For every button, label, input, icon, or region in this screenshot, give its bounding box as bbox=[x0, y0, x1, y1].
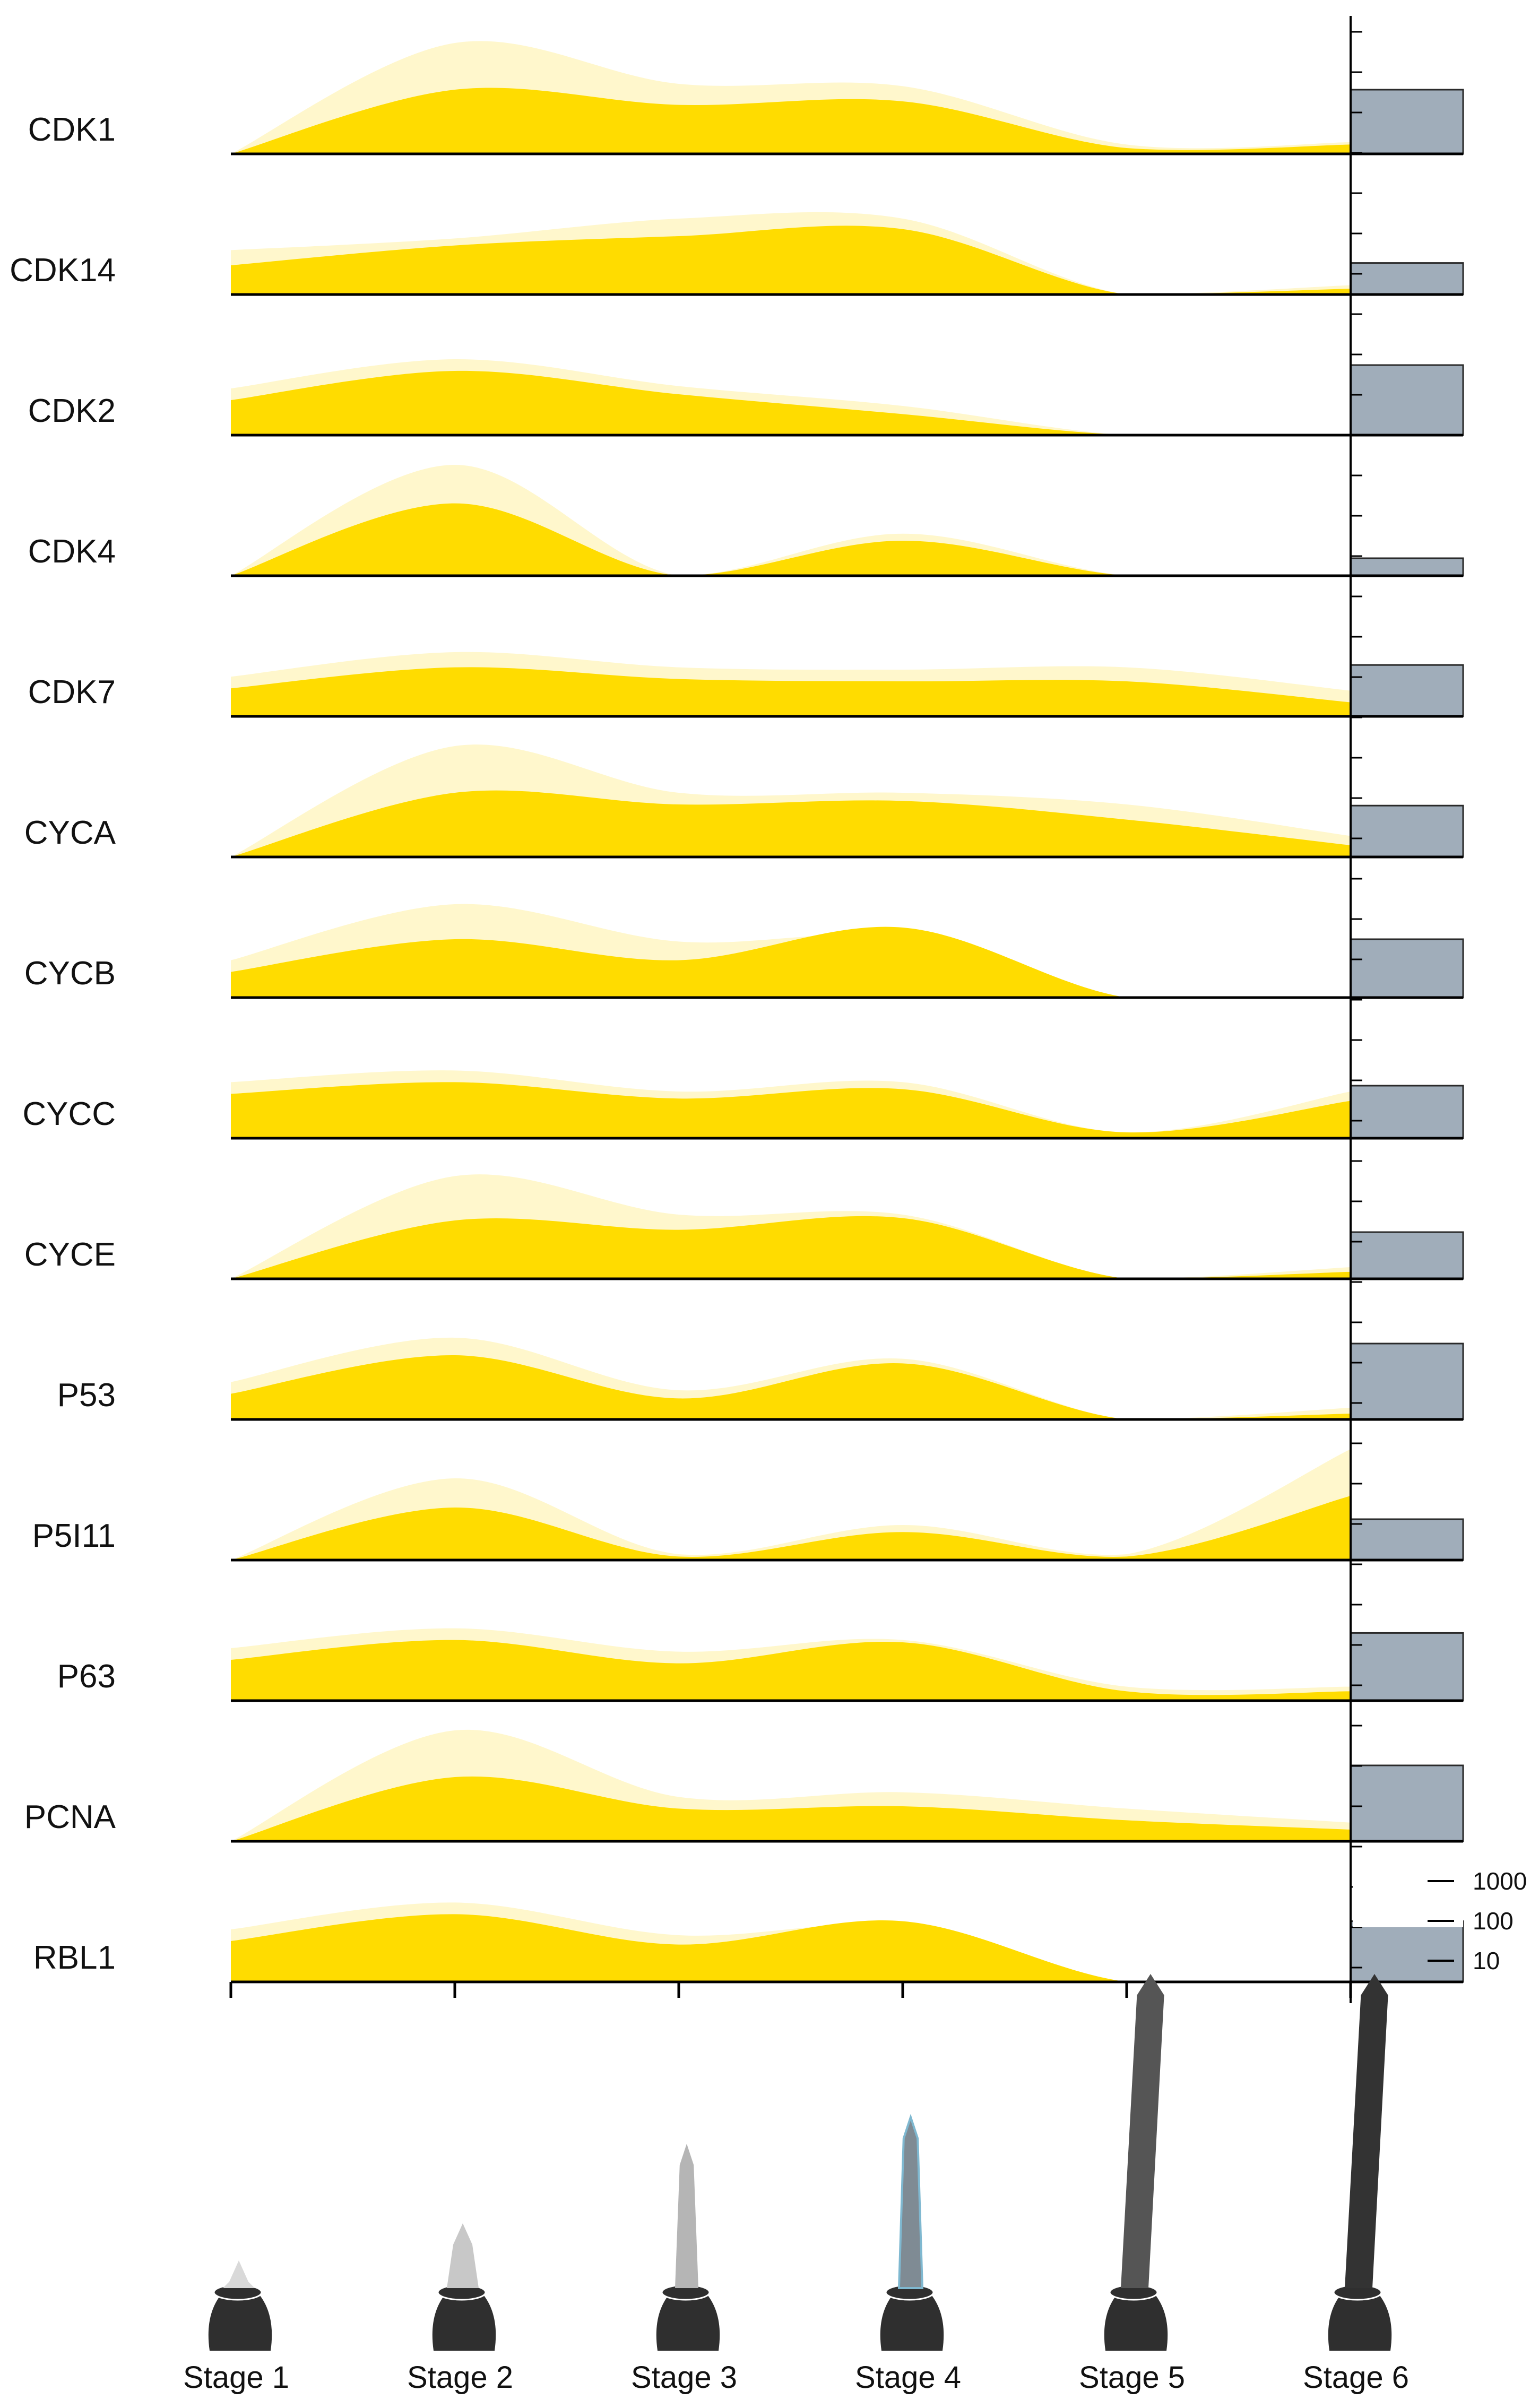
gene-label-pcna: PCNA bbox=[24, 1799, 116, 1835]
gene-row-cdk2: CDK2 bbox=[28, 359, 1464, 437]
gene-row-p53: P53 bbox=[57, 1337, 1464, 1421]
gene-row-p63: P63 bbox=[57, 1628, 1464, 1702]
scale-label-100: 100 bbox=[1473, 1907, 1514, 1935]
gene-row-cdk14: CDK14 bbox=[10, 212, 1464, 296]
gene-row-cdk1: CDK1 bbox=[28, 41, 1464, 155]
bar-cycc bbox=[1350, 1085, 1464, 1139]
inner-area-rbl1 bbox=[231, 1914, 1351, 1982]
gene-label-cdk4: CDK4 bbox=[28, 533, 116, 570]
stage-6-illustration bbox=[1328, 1974, 1392, 2351]
gene-label-cdk14: CDK14 bbox=[10, 252, 116, 289]
gene-label-p53: P53 bbox=[57, 1377, 116, 1414]
stage-3-illustration bbox=[656, 2144, 720, 2351]
inner-area-p63 bbox=[231, 1640, 1351, 1701]
stage-label-1: Stage 1 bbox=[183, 2360, 289, 2395]
gene-label-rbl1: RBL1 bbox=[33, 1939, 116, 1976]
stage-6-base bbox=[1328, 2292, 1392, 2351]
stage-2-base bbox=[432, 2292, 496, 2351]
gene-label-cycc: CYCC bbox=[22, 1096, 116, 1132]
gene-row-cdk7: CDK7 bbox=[28, 652, 1464, 718]
stage-1-illustration bbox=[208, 2260, 272, 2351]
gene-row-cycb: CYCB bbox=[24, 904, 1464, 999]
stage-6-appendage bbox=[1345, 1974, 1388, 2288]
stage-5-base bbox=[1104, 2292, 1168, 2351]
scale-box bbox=[1353, 1863, 1463, 1927]
inner-area-p5i11 bbox=[231, 1496, 1351, 1560]
gene-row-rbl1: RBL1 bbox=[33, 1902, 1464, 1983]
stage-2-illustration bbox=[432, 2223, 496, 2351]
gene-label-cdk2: CDK2 bbox=[28, 393, 116, 429]
inner-area-cycb bbox=[231, 926, 1351, 998]
inner-area-pcna bbox=[231, 1776, 1351, 1841]
stage-1-base bbox=[208, 2292, 272, 2351]
bar-p5i11 bbox=[1350, 1518, 1464, 1561]
gene-label-cdk1: CDK1 bbox=[28, 111, 116, 148]
inner-area-cyca bbox=[231, 790, 1351, 857]
gene-row-cycc: CYCC bbox=[22, 1070, 1464, 1140]
bar-p53 bbox=[1350, 1342, 1464, 1420]
stage-label-2: Stage 2 bbox=[407, 2360, 513, 2395]
stage-5-appendage bbox=[1121, 1974, 1164, 2288]
gene-label-cyca: CYCA bbox=[24, 815, 116, 851]
stage-4-base bbox=[880, 2292, 944, 2351]
inner-area-cycc bbox=[231, 1082, 1351, 1138]
stage-3-base bbox=[656, 2292, 720, 2351]
inner-area-cdk14 bbox=[231, 226, 1351, 294]
bar-cyce bbox=[1350, 1231, 1464, 1280]
gene-label-cyce: CYCE bbox=[24, 1236, 116, 1273]
stage-label-6: Stage 6 bbox=[1303, 2360, 1409, 2395]
bar-pcna bbox=[1350, 1764, 1464, 1842]
inner-area-p53 bbox=[231, 1355, 1351, 1419]
bar-cycb bbox=[1350, 938, 1464, 999]
stage-4-appendage bbox=[897, 2114, 924, 2289]
stage-label-4: Stage 4 bbox=[855, 2360, 961, 2395]
gene-row-pcna: PCNA bbox=[24, 1729, 1464, 1843]
bar-cdk2 bbox=[1350, 364, 1464, 436]
stage-label-3: Stage 3 bbox=[631, 2360, 737, 2395]
stage-1-appendage bbox=[223, 2260, 255, 2288]
gene-row-p5i11: P5I11 bbox=[32, 1449, 1464, 1562]
scale-legend: 1000 100 10 bbox=[1353, 1863, 1527, 1974]
gene-row-cyca: CYCA bbox=[24, 744, 1464, 859]
bar-p63 bbox=[1350, 1632, 1464, 1702]
scale-label-1000: 1000 bbox=[1473, 1867, 1527, 1895]
bar-cdk14 bbox=[1350, 262, 1464, 296]
gene-row-cdk4: CDK4 bbox=[28, 465, 1464, 577]
bar-cdk7 bbox=[1350, 664, 1464, 717]
bar-cdk1 bbox=[1350, 89, 1464, 155]
gene-row-cyce: CYCE bbox=[24, 1174, 1464, 1280]
inner-area-cdk7 bbox=[231, 667, 1351, 716]
stage-4-illustration bbox=[880, 2114, 944, 2351]
scale-label-10: 10 bbox=[1473, 1947, 1500, 1974]
inner-area-cdk2 bbox=[231, 370, 1351, 435]
inner-area-cyce bbox=[231, 1216, 1351, 1279]
inner-area-cdk1 bbox=[231, 88, 1351, 154]
bar-cyca bbox=[1350, 804, 1464, 858]
gene-rows: CDK1 CDK14 CDK2 CDK4 CDK7 CYCA CYCB CYCC CYCE P53… bbox=[10, 41, 1464, 1983]
bar-rbl1 bbox=[1350, 1920, 1464, 1983]
bar-cdk4 bbox=[1350, 557, 1464, 577]
stage-3-appendage bbox=[675, 2144, 698, 2288]
stage-label-5: Stage 5 bbox=[1079, 2360, 1185, 2395]
stage-5-illustration bbox=[1104, 1974, 1168, 2351]
gene-label-cycb: CYCB bbox=[24, 955, 116, 992]
stage-illustrations: Stage 1 Stage 2 Stage 3 Stage 4 Stage 5 Stage… bbox=[183, 1974, 1409, 2395]
gene-label-p63: P63 bbox=[57, 1658, 116, 1695]
axes bbox=[229, 16, 1362, 2003]
gene-label-p5i11: P5I11 bbox=[32, 1518, 116, 1554]
inner-area-cdk4 bbox=[231, 503, 1351, 576]
stage-2-appendage bbox=[447, 2223, 479, 2288]
gene-label-cdk7: CDK7 bbox=[28, 674, 116, 711]
